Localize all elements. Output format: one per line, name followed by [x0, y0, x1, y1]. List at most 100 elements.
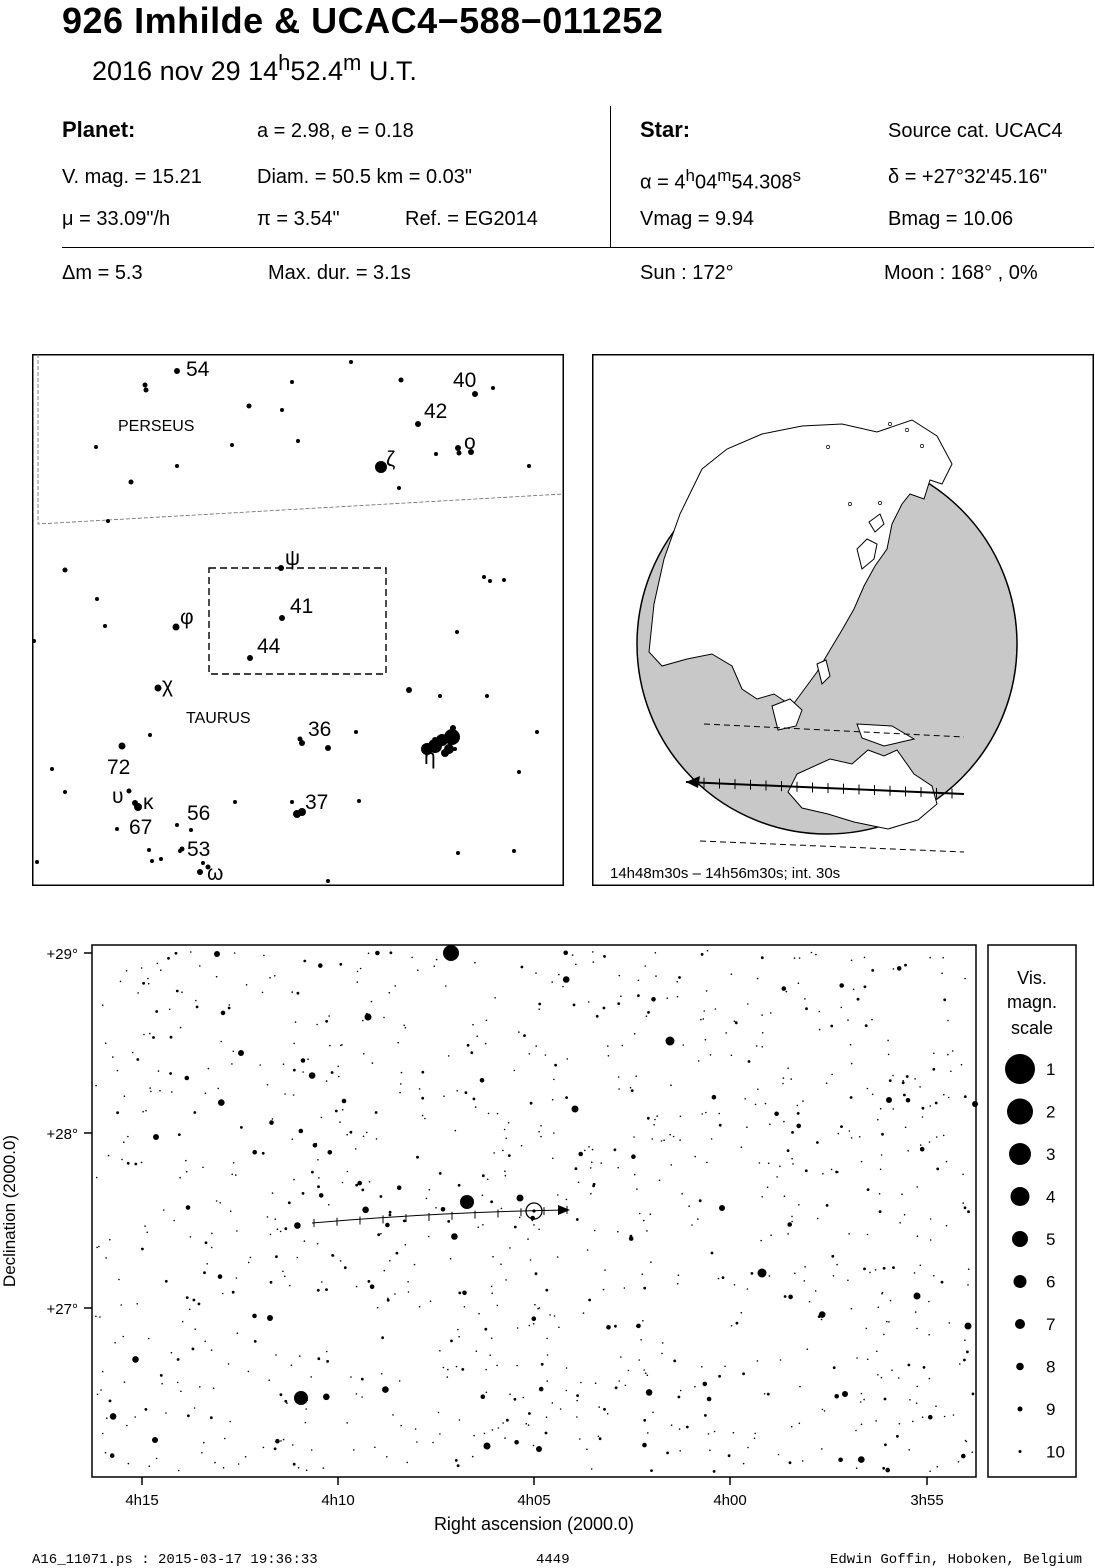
bright-sky-star	[364, 1013, 372, 1021]
sky-star	[904, 963, 907, 967]
sky-star	[899, 1222, 901, 1224]
finder-star-label: χ	[162, 674, 173, 697]
sky-star	[866, 1233, 869, 1236]
sky-star	[185, 1205, 191, 1210]
sky-star	[787, 1067, 789, 1069]
sky-stars	[95, 945, 978, 1473]
sky-star	[343, 1266, 347, 1270]
sky-star	[474, 1106, 477, 1108]
sky-star	[529, 1259, 532, 1261]
declination-axis: +29° +28° +27°	[47, 946, 92, 1318]
sky-star	[144, 1408, 148, 1411]
sky-star	[971, 1451, 974, 1453]
sky-star	[235, 1174, 237, 1176]
sky-star	[100, 1389, 102, 1391]
sky-star	[544, 1054, 547, 1056]
sky-star	[791, 1131, 794, 1134]
sky-star	[942, 1134, 945, 1137]
sky-star	[464, 1091, 468, 1094]
sky-star	[919, 1086, 921, 1088]
finder-star	[299, 740, 305, 746]
sky-star	[677, 1274, 680, 1276]
sky-star	[328, 1204, 330, 1206]
sky-star	[962, 1173, 964, 1176]
sky-star	[326, 1360, 329, 1363]
sky-star	[148, 1465, 151, 1467]
sky-star	[922, 1366, 926, 1369]
sky-star	[425, 1197, 428, 1200]
sky-star	[834, 1394, 839, 1399]
sky-star	[439, 1433, 441, 1435]
sky-star	[914, 1311, 917, 1313]
sky-star	[654, 1118, 656, 1121]
sky-star	[440, 1207, 446, 1212]
info-separator	[62, 247, 1094, 248]
sky-star	[631, 1154, 636, 1159]
sky-star	[179, 1176, 181, 1179]
sky-star	[245, 984, 248, 986]
sky-star	[661, 1342, 664, 1344]
sky-star	[206, 1263, 208, 1265]
sky-star	[141, 1247, 144, 1251]
sky-star	[676, 1282, 679, 1285]
sky-star	[929, 1218, 932, 1220]
sky-star	[421, 1114, 424, 1117]
sky-star	[582, 1312, 585, 1314]
bright-sky-star	[152, 1437, 158, 1443]
lake-detail	[848, 502, 852, 506]
sky-star	[889, 1299, 892, 1302]
sky-star	[688, 1205, 690, 1207]
sky-star	[218, 1099, 225, 1106]
sky-star	[912, 1420, 914, 1423]
sky-star	[377, 1233, 381, 1237]
sky-star	[858, 1456, 865, 1463]
sky-star	[95, 1315, 97, 1318]
sky-star	[458, 1335, 460, 1338]
sky-star	[766, 1392, 770, 1396]
sky-star	[229, 1420, 231, 1423]
sky-star	[171, 1091, 173, 1093]
sky-star	[327, 1150, 333, 1155]
sky-star	[538, 1386, 544, 1392]
sky-star	[504, 1170, 506, 1172]
sky-star	[271, 1192, 274, 1194]
sky-star	[366, 1131, 368, 1134]
sky-star	[788, 1461, 792, 1465]
sky-star	[490, 1200, 493, 1204]
sky-star	[513, 1069, 516, 1072]
sky-star	[758, 1162, 761, 1164]
sky-star	[449, 1257, 452, 1260]
sky-star	[297, 1467, 300, 1469]
sky-star	[580, 1381, 582, 1384]
right-ascension-axis: 4h15 4h10 4h05 4h00 3h55	[125, 1477, 944, 1509]
finder-star	[450, 725, 456, 731]
sky-star	[247, 1261, 250, 1264]
sun-elongation: Sun : 172°	[640, 262, 734, 284]
ra-minutes: 04	[694, 171, 718, 194]
finder-star	[147, 848, 151, 852]
finder-star-label: 41	[290, 595, 313, 618]
sky-star	[801, 1460, 804, 1462]
sky-star	[201, 1452, 203, 1454]
sky-star	[642, 1442, 647, 1448]
sky-star	[636, 1188, 638, 1190]
lake-detail	[905, 428, 909, 432]
sky-star	[318, 963, 323, 968]
sky-star	[458, 1291, 462, 1295]
sky-star	[666, 997, 669, 999]
sky-star	[963, 1206, 967, 1210]
sky-star	[215, 975, 218, 978]
sky-star	[181, 1320, 184, 1323]
sky-star	[914, 1078, 916, 1080]
sky-star	[502, 1422, 504, 1424]
sky-star	[504, 1174, 507, 1177]
sky-star	[447, 1368, 449, 1371]
sky-star	[363, 1053, 365, 1055]
sky-star	[554, 1063, 557, 1067]
finder-star	[132, 800, 138, 806]
sky-star	[217, 1274, 223, 1279]
sky-star	[455, 1365, 458, 1368]
sky-star	[635, 1075, 637, 1077]
sky-star	[137, 992, 139, 994]
sky-star	[116, 1069, 119, 1072]
